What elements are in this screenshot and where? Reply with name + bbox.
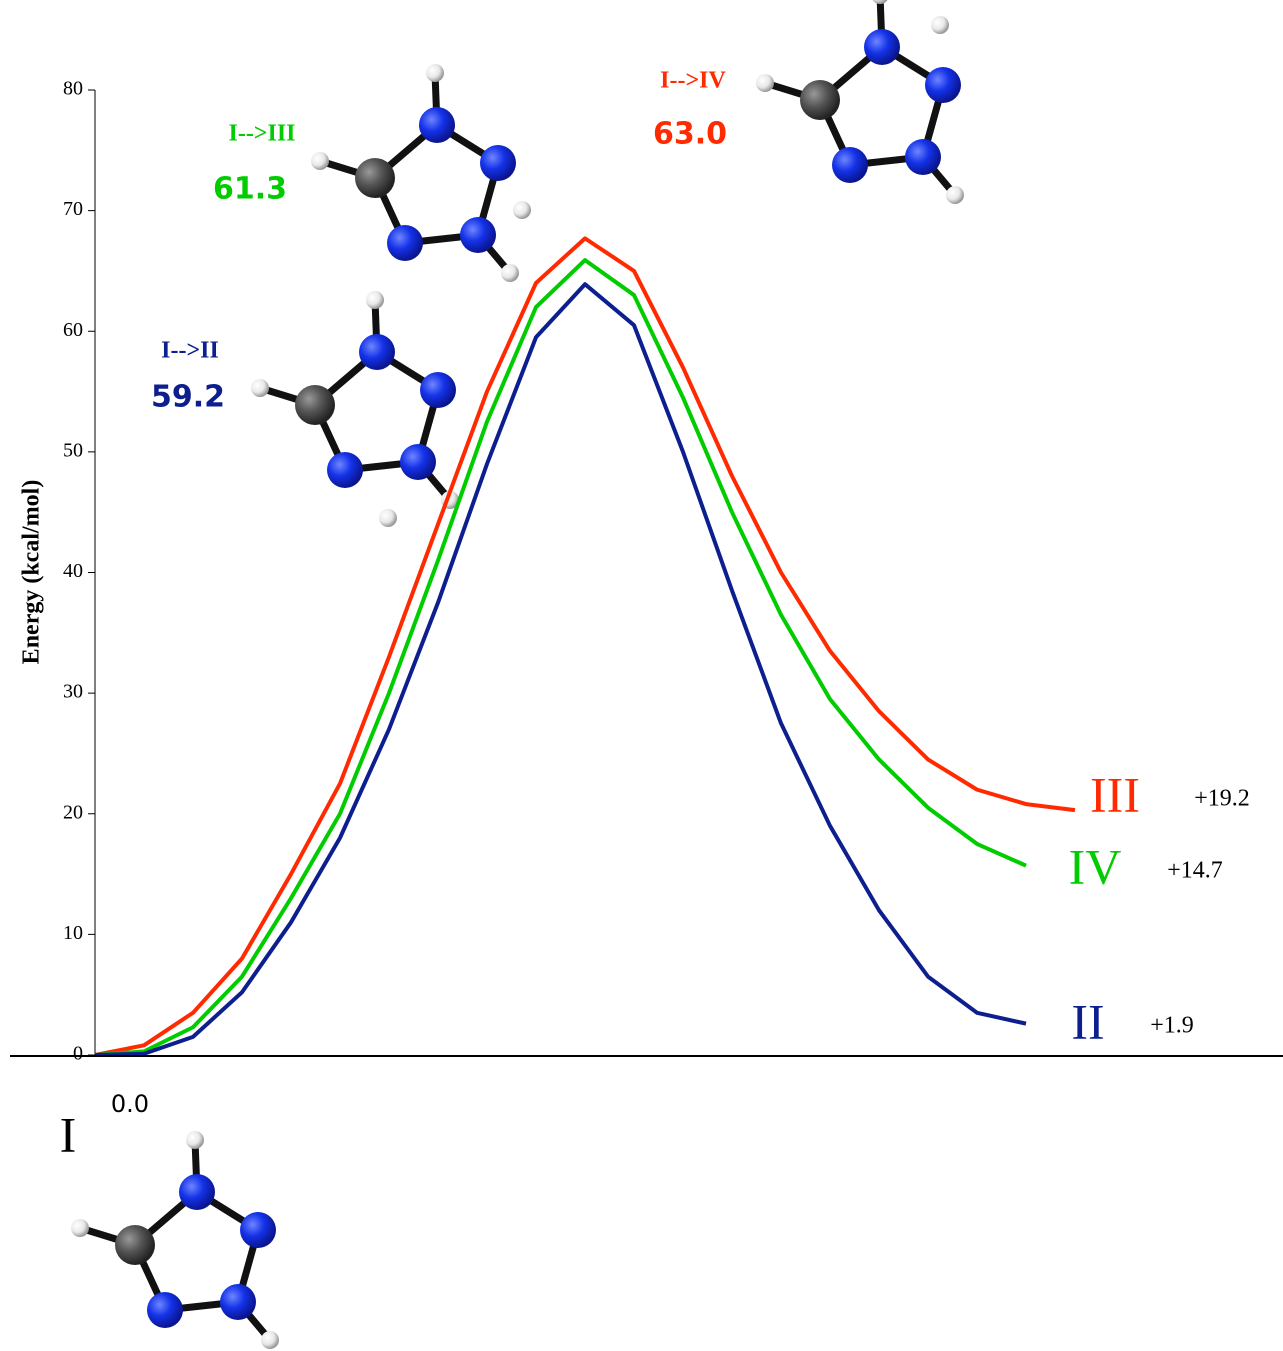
annotation-value: 61.3: [213, 172, 287, 207]
y-tick-label: 50: [63, 439, 83, 461]
y-tick-label: 80: [63, 78, 83, 100]
y-tick-label: 30: [63, 681, 83, 703]
start-name: I: [60, 1106, 77, 1162]
annotation-value: 63.0: [653, 117, 727, 152]
y-tick-label: 70: [63, 198, 83, 220]
legend-label: II: [1071, 993, 1104, 1049]
y-tick-label: 40: [63, 560, 83, 582]
chart: Energy (kcal/mol) 01020304050607080III+1…: [0, 0, 1283, 1351]
series-line: [95, 284, 1026, 1055]
annotation-title: I-->III: [228, 121, 295, 147]
legend-label: III: [1090, 766, 1140, 822]
annotation-title: I-->II: [161, 338, 219, 364]
series-line: [95, 260, 1026, 1055]
y-tick-label: 0: [73, 1043, 83, 1065]
y-tick-label: 10: [63, 922, 83, 944]
y-tick-label: 60: [63, 319, 83, 341]
end-value-label: +19.2: [1194, 786, 1250, 812]
y-axis-label: Energy (kcal/mol): [19, 480, 45, 665]
series-line: [95, 238, 1075, 1055]
molecules: [71, 0, 964, 1349]
legend-label: IV: [1069, 838, 1122, 894]
y-tick-label: 20: [63, 801, 83, 823]
start-value: 0.0: [111, 1090, 149, 1118]
end-value-label: +1.9: [1150, 1013, 1194, 1039]
annotation-title: I-->IV: [660, 68, 726, 94]
end-value-label: +14.7: [1167, 858, 1223, 884]
annotation-value: 59.2: [151, 380, 225, 415]
